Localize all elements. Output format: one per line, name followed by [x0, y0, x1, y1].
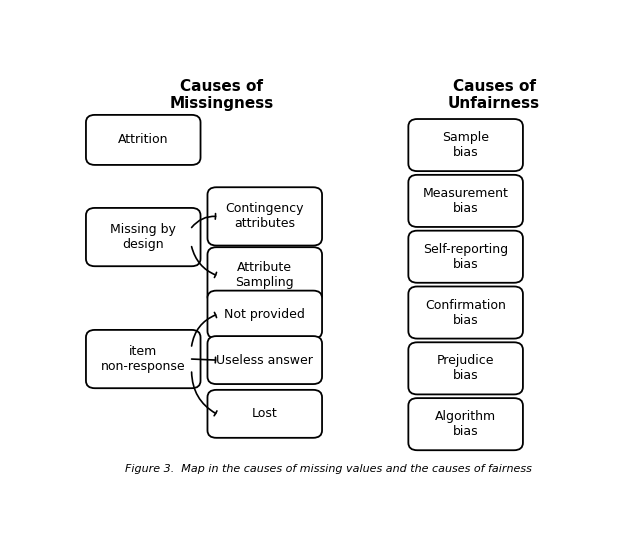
Text: Not provided: Not provided [225, 308, 305, 321]
Text: item
non-response: item non-response [101, 345, 186, 373]
FancyBboxPatch shape [408, 175, 523, 227]
Text: Prejudice
bias: Prejudice bias [437, 354, 494, 382]
FancyBboxPatch shape [86, 115, 200, 165]
Text: Missing by
design: Missing by design [110, 223, 176, 251]
Text: Causes of
Unfairness: Causes of Unfairness [448, 79, 540, 111]
Text: Confirmation
bias: Confirmation bias [425, 299, 506, 326]
Text: Attribute
Sampling: Attribute Sampling [236, 262, 294, 289]
FancyBboxPatch shape [207, 336, 322, 384]
FancyBboxPatch shape [86, 330, 200, 388]
Text: Sample
bias: Sample bias [442, 131, 489, 159]
Text: Attrition: Attrition [118, 133, 168, 147]
Text: Figure 3.  Map in the causes of missing values and the causes of fairness: Figure 3. Map in the causes of missing v… [125, 464, 531, 474]
Text: Contingency
attributes: Contingency attributes [225, 202, 304, 230]
FancyBboxPatch shape [408, 342, 523, 394]
Text: Algorithm
bias: Algorithm bias [435, 410, 496, 438]
Text: Useless answer: Useless answer [216, 353, 313, 367]
Text: Lost: Lost [252, 408, 278, 420]
Text: Causes of
Missingness: Causes of Missingness [169, 79, 273, 111]
FancyBboxPatch shape [207, 390, 322, 438]
FancyBboxPatch shape [408, 119, 523, 171]
FancyBboxPatch shape [408, 398, 523, 450]
FancyBboxPatch shape [207, 247, 322, 303]
FancyBboxPatch shape [408, 286, 523, 339]
FancyBboxPatch shape [207, 187, 322, 245]
Text: Self-reporting
bias: Self-reporting bias [423, 243, 508, 271]
FancyBboxPatch shape [86, 208, 200, 266]
Text: Measurement
bias: Measurement bias [422, 187, 509, 215]
FancyBboxPatch shape [207, 291, 322, 339]
FancyBboxPatch shape [408, 231, 523, 283]
